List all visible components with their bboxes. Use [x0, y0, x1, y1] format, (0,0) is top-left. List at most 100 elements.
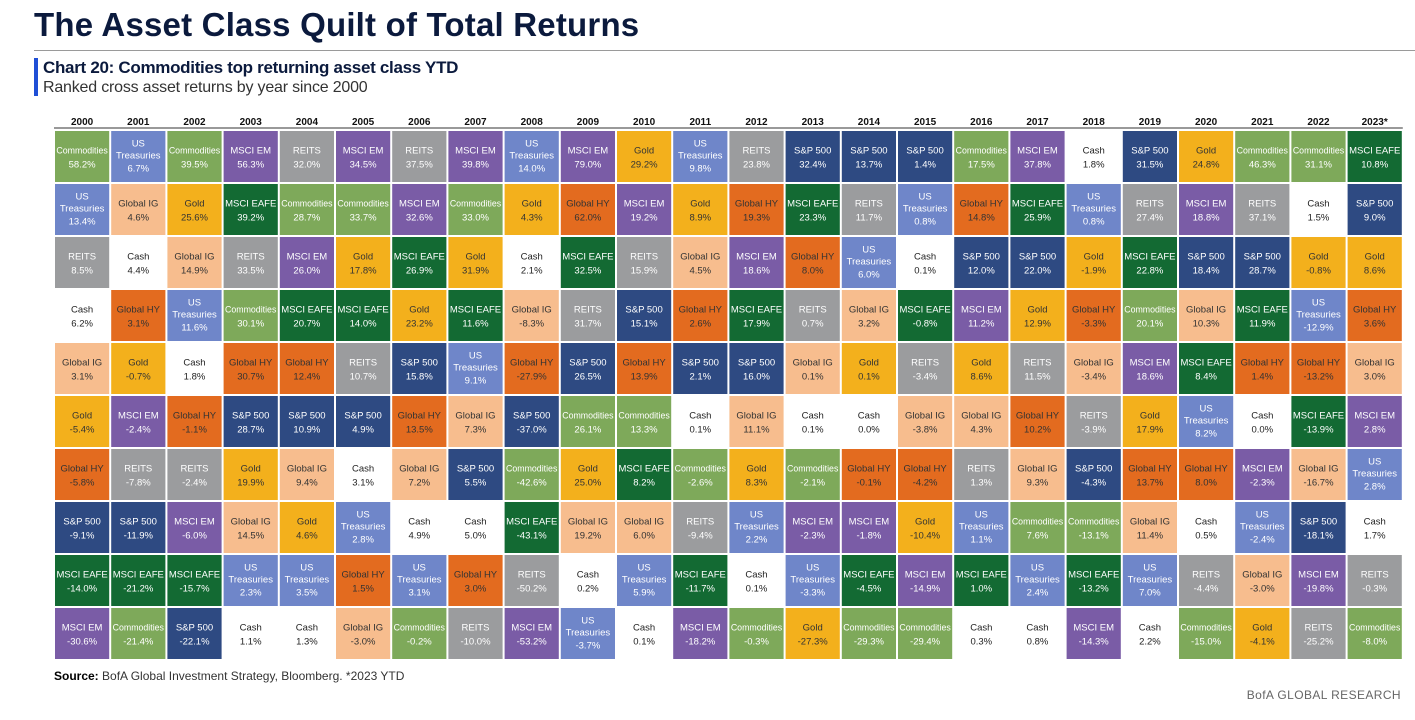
asset-label: Cash	[183, 358, 205, 369]
quilt-cell-fill	[111, 237, 166, 288]
return-value: -11.7%	[686, 584, 716, 595]
quilt-cell-fill	[1066, 449, 1121, 500]
quilt-cell-fill	[729, 290, 784, 341]
return-value: -18.1%	[1303, 531, 1334, 542]
return-value: 14.8%	[968, 213, 995, 224]
quilt-cell: REITS 11.7%	[841, 184, 896, 235]
return-value: -14.0%	[67, 584, 98, 595]
return-value: 1.3%	[970, 478, 992, 489]
quilt-cell-fill	[560, 396, 615, 447]
quilt-cell: Global HY 1.5%	[336, 555, 391, 606]
return-value: -0.8%	[1306, 266, 1331, 277]
asset-label: REITS	[1248, 199, 1276, 210]
return-value: 4.5%	[689, 266, 711, 277]
quilt-cell: REITS 0.7%	[785, 290, 840, 341]
return-value: 6.2%	[71, 319, 93, 330]
asset-label: MSCI EAFE	[1349, 146, 1400, 157]
quilt-cell: MSCI EAFE 22.8%	[1122, 237, 1177, 288]
asset-label: US	[1087, 192, 1100, 203]
return-value: 0.1%	[858, 372, 880, 383]
quilt-cell-fill	[1291, 608, 1346, 659]
quilt-cell: REITS 32.0%	[279, 131, 334, 182]
quilt-cell-fill	[1010, 290, 1065, 341]
quilt-cell: MSCI EAFE 26.9%	[392, 237, 447, 288]
quilt-cell: MSCI EAFE 8.2%	[617, 449, 672, 500]
quilt-cell: Gold 24.8%	[1179, 131, 1234, 182]
asset-label: Global HY	[1072, 305, 1116, 316]
quilt-cell: Gold 17.8%	[336, 237, 391, 288]
quilt-cell: S&P 500 32.4%	[785, 131, 840, 182]
asset-label: Commodities	[843, 623, 895, 633]
quilt-cell-fill	[111, 396, 166, 447]
quilt-cell: Commodities 13.3%	[617, 396, 672, 447]
return-value: 8.2%	[1195, 429, 1217, 440]
quilt-cell: S&P 500 15.1%	[617, 290, 672, 341]
quilt-cell-fill	[841, 396, 896, 447]
asset-label: Commodities	[113, 623, 165, 633]
asset-label: S&P 500	[1131, 146, 1168, 157]
quilt-cell-fill	[336, 343, 391, 394]
asset-label: REITS	[1361, 570, 1389, 581]
return-value: 9.4%	[296, 478, 318, 489]
return-value: -2.3%	[800, 531, 825, 542]
quilt-cell: REITS -10.0%	[448, 608, 503, 659]
quilt-cell-fill	[336, 608, 391, 659]
return-value: 20.1%	[1136, 319, 1163, 330]
asset-label: REITS	[686, 517, 714, 528]
quilt-cell-fill	[167, 343, 222, 394]
return-value: 14.0%	[350, 319, 377, 330]
return-value: 31.5%	[1136, 160, 1163, 171]
return-value: 4.6%	[296, 531, 318, 542]
return-value: 7.0%	[1139, 588, 1161, 599]
asset-label: MSCI EAFE	[731, 305, 782, 316]
quilt-cell-fill	[279, 502, 334, 553]
asset-label: REITS	[1080, 411, 1108, 422]
asset-label: Global IG	[512, 305, 552, 316]
return-value: -0.1%	[856, 478, 881, 489]
return-value: -27.3%	[798, 637, 829, 648]
year-header: 2011	[689, 117, 711, 128]
asset-label: Global IG	[1242, 570, 1282, 581]
quilt-cell-fill	[111, 608, 166, 659]
asset-label: Global IG	[1130, 517, 1170, 528]
quilt-cell: Cash 3.1%	[336, 449, 391, 500]
quilt-cell: REITS -0.3%	[1347, 555, 1402, 606]
return-value: 0.0%	[1251, 425, 1273, 436]
quilt-cell-fill	[55, 555, 110, 606]
asset-label: Global IG	[1186, 305, 1226, 316]
quilt-cell-fill	[617, 449, 672, 500]
asset-label: Commodities	[1237, 146, 1289, 156]
year-header: 2005	[352, 117, 375, 128]
asset-label: Commodities	[562, 411, 614, 421]
quilt-cell: Cash 6.2%	[55, 290, 110, 341]
return-value: 31.9%	[462, 266, 489, 277]
asset-label: Commodities	[899, 623, 951, 633]
quilt-cell: MSCI EAFE 14.0%	[336, 290, 391, 341]
quilt-cell-fill	[898, 343, 953, 394]
quilt-cell: REITS 1.3%	[954, 449, 1009, 500]
return-value: 11.1%	[743, 425, 770, 436]
quilt-cell-fill	[1010, 502, 1065, 553]
quilt-cell-fill	[1010, 184, 1065, 235]
return-value: -14.3%	[1079, 637, 1110, 648]
quilt-cell-fill	[898, 131, 953, 182]
quilt-cell: S&P 500 -11.9%	[111, 502, 166, 553]
return-value: 32.5%	[574, 266, 601, 277]
year-header: 2013	[802, 117, 825, 128]
year-header: 2000	[71, 117, 94, 128]
return-value: 8.9%	[689, 213, 711, 224]
year-header: 2016	[970, 117, 993, 128]
asset-label: Gold	[1140, 411, 1160, 422]
quilt-cell: Global IG 4.5%	[673, 237, 728, 288]
quilt-cell-fill	[504, 502, 559, 553]
quilt-cell: Commodities 28.7%	[279, 184, 334, 235]
return-value: 3.1%	[71, 372, 93, 383]
return-value: 30.1%	[237, 319, 264, 330]
quilt-cell-fill	[1347, 343, 1402, 394]
return-value: 31.1%	[1305, 160, 1332, 171]
quilt-cell: MSCI EAFE 32.5%	[560, 237, 615, 288]
return-value: 19.2%	[631, 213, 658, 224]
return-value: 2.8%	[1364, 482, 1386, 493]
return-value: 4.4%	[127, 266, 149, 277]
